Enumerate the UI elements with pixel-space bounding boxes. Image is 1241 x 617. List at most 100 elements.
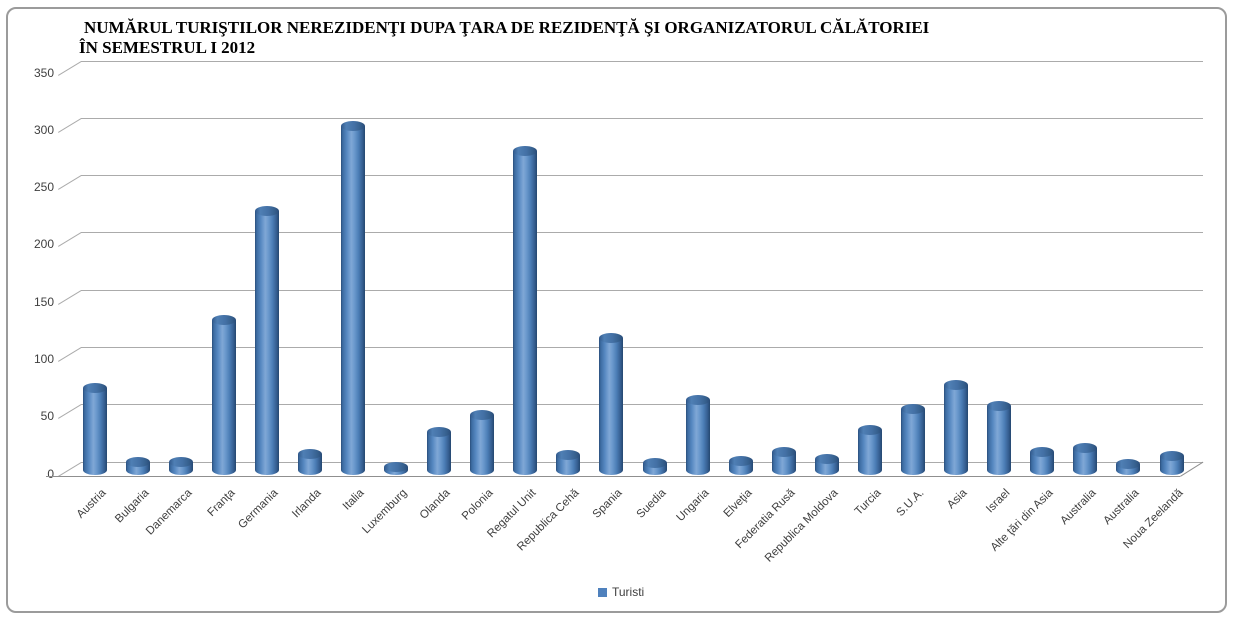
cylinder-bottom-face (1030, 464, 1055, 475)
bar-cylinder-s-u-a- (901, 404, 926, 475)
gridline-250 (81, 175, 1203, 177)
gridline-350 (81, 60, 1203, 62)
cylinder-body (944, 385, 969, 470)
bar-cylinder-ungaria (685, 395, 710, 475)
bar-cylinder-irlanda (297, 448, 322, 475)
cylinder-body (82, 387, 107, 470)
cylinder-bottom-face (556, 464, 581, 475)
gridline-100 (81, 346, 1203, 348)
x-axis-line (46, 476, 1180, 477)
cylinder-top-face (1159, 451, 1184, 462)
cylinder-bottom-face (685, 464, 710, 475)
bar-cylinder-federatia-rus- (771, 446, 796, 475)
gridline-connector-200 (58, 232, 82, 248)
cylinder-top-face (599, 333, 624, 344)
cylinder-bottom-face (168, 464, 193, 475)
cylinder-bottom-face (470, 464, 495, 475)
cylinder-bottom-face (857, 464, 882, 475)
bar-cylinder-austria (82, 382, 107, 475)
bar-cylinder-germania (254, 206, 279, 475)
cylinder-bottom-face (82, 464, 107, 475)
bar-cylinder-republica-ceh- (556, 450, 581, 475)
cylinder-body (340, 126, 365, 470)
cylinder-top-face (427, 427, 452, 438)
cylinder-bottom-face (1116, 464, 1141, 475)
cylinder-top-face (513, 146, 538, 157)
gridline-connector-50 (58, 404, 82, 420)
cylinder-body (470, 415, 495, 470)
gridline-connector-250 (58, 175, 82, 190)
cylinder-bottom-face (901, 464, 926, 475)
cylinder-top-face (857, 424, 882, 435)
bar-cylinder-spania (599, 333, 624, 475)
cylinder-bottom-face (297, 464, 322, 475)
cylinder-top-face (728, 455, 753, 466)
cylinder-top-face (125, 456, 150, 467)
bar-cylinder-polonia (470, 410, 495, 475)
y-axis-tick-label: 150 (33, 294, 54, 309)
cylinder-top-face (642, 458, 667, 469)
cylinder-top-face (901, 404, 926, 415)
cylinder-body (513, 151, 538, 470)
chart-title: NUMĂRUL TURIŞTILOR NEREZIDENŢI DUPA ŢARA… (79, 18, 929, 58)
gridline-50 (81, 404, 1203, 406)
cylinder-top-face (340, 121, 365, 132)
bar-cylinder-elve-ia (728, 455, 753, 475)
gridline-200 (81, 232, 1203, 234)
cylinder-bottom-face (814, 464, 839, 475)
cylinder-bottom-face (771, 464, 796, 475)
gridline-150 (81, 289, 1203, 291)
cylinder-bottom-face (987, 464, 1012, 475)
chart-outer-border (6, 7, 1227, 613)
cylinder-body (814, 458, 839, 470)
gridline-connector-350 (58, 60, 82, 76)
bar-cylinder-republica-moldova (814, 453, 839, 475)
cylinder-top-face (1030, 446, 1055, 457)
y-axis-tick-label: 0 (47, 466, 54, 481)
cylinder-top-face (987, 400, 1012, 411)
bar-cylinder-asia (944, 380, 969, 475)
cylinder-body (1073, 448, 1098, 470)
bar-cylinder-alte-ri-din-asia (1030, 446, 1055, 475)
cylinder-top-face (814, 453, 839, 464)
bar-cylinder-israel (987, 400, 1012, 475)
bar-cylinder-danemarca (168, 456, 193, 475)
y-axis-tick-label: 350 (33, 65, 54, 80)
cylinder-bottom-face (642, 464, 667, 475)
chart-title-line-2: ÎN SEMESTRUL I 2012 (79, 38, 256, 57)
cylinder-bottom-face (944, 464, 969, 475)
y-axis-tick-label: 100 (33, 351, 54, 366)
bar-cylinder-turcia (857, 424, 882, 475)
cylinder-top-face (384, 461, 409, 472)
y-axis-tick-label: 250 (33, 180, 54, 195)
gridline-300 (81, 117, 1203, 119)
bar-cylinder-olanda (427, 427, 452, 475)
cylinder-body (987, 405, 1012, 470)
gridline-connector-0 (58, 461, 82, 477)
cylinder-top-face (297, 448, 322, 459)
cylinder-body (901, 409, 926, 470)
cylinder-bottom-face (125, 464, 150, 475)
legend-series-label: Turisti (612, 585, 645, 599)
cylinder-top-face (168, 456, 193, 467)
bar-cylinder-fran-a (211, 314, 236, 475)
cylinder-bottom-face (211, 464, 236, 475)
chart-title-line-1: NUMĂRUL TURIŞTILOR NEREZIDENŢI DUPA ŢARA… (84, 18, 930, 37)
bar-cylinder-luxemburg (384, 461, 409, 475)
cylinder-body (685, 400, 710, 470)
gridline-connector-100 (58, 346, 82, 362)
cylinder-top-face (82, 382, 107, 393)
cylinder-bottom-face (728, 464, 753, 475)
cylinder-body (599, 338, 624, 470)
cylinder-top-face (470, 410, 495, 420)
bar-cylinder-regatul-unit (513, 146, 538, 475)
cylinder-top-face (944, 380, 969, 391)
cylinder-top-face (685, 395, 710, 406)
gridline-connector-300 (58, 117, 82, 133)
cylinder-top-face (556, 450, 581, 461)
y-axis-tick-label: 50 (40, 409, 54, 424)
cylinder-body (857, 429, 882, 470)
cylinder-top-face (211, 314, 236, 325)
cylinder-bottom-face (1073, 464, 1098, 475)
cylinder-bottom-face (254, 464, 279, 475)
